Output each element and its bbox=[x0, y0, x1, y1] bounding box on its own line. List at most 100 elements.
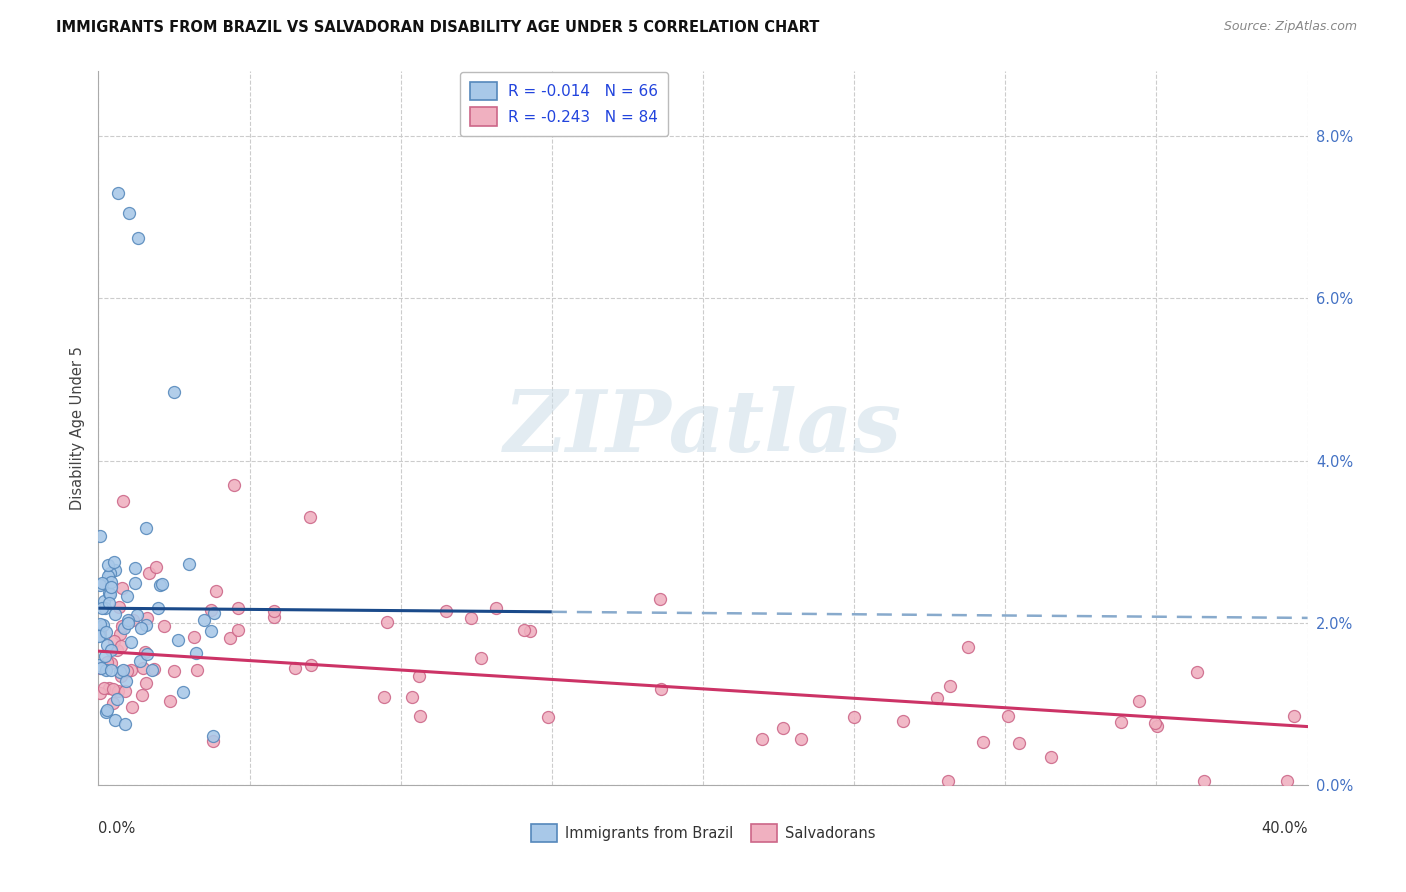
Point bbox=[842, 710, 865, 724]
Point bbox=[401, 690, 423, 705]
Point bbox=[115, 664, 138, 678]
Point bbox=[93, 593, 115, 607]
Point bbox=[891, 714, 914, 728]
Point bbox=[104, 713, 127, 727]
Point bbox=[101, 696, 124, 710]
Point bbox=[111, 663, 134, 677]
Point bbox=[162, 664, 184, 678]
Point bbox=[1185, 665, 1208, 680]
Point bbox=[138, 566, 160, 580]
Point bbox=[1109, 714, 1132, 729]
Point bbox=[789, 731, 811, 746]
Point bbox=[103, 555, 125, 569]
Point bbox=[129, 654, 152, 668]
Point bbox=[100, 580, 122, 594]
Point bbox=[136, 611, 159, 625]
Point bbox=[93, 681, 115, 696]
Point bbox=[150, 577, 173, 591]
Point bbox=[89, 660, 111, 674]
Point bbox=[125, 607, 148, 622]
Point bbox=[96, 625, 118, 640]
Point bbox=[112, 621, 135, 635]
Point bbox=[100, 587, 122, 601]
Point bbox=[97, 596, 120, 610]
Point bbox=[460, 610, 482, 624]
Point bbox=[89, 658, 111, 673]
Point bbox=[172, 684, 194, 698]
Point bbox=[186, 663, 208, 677]
Point bbox=[193, 613, 215, 627]
Point bbox=[114, 717, 136, 731]
Point bbox=[108, 626, 131, 640]
Point bbox=[226, 623, 249, 637]
Point bbox=[94, 649, 117, 664]
Point bbox=[226, 601, 249, 615]
Point bbox=[470, 651, 492, 665]
Point bbox=[117, 615, 139, 630]
Point bbox=[148, 577, 170, 591]
Point bbox=[89, 686, 111, 700]
Point bbox=[104, 607, 127, 621]
Point bbox=[121, 699, 143, 714]
Point bbox=[202, 733, 225, 747]
Point bbox=[1128, 694, 1150, 708]
Point bbox=[97, 558, 120, 573]
Point bbox=[1039, 749, 1062, 764]
Legend: Immigrants from Brazil, Salvadorans: Immigrants from Brazil, Salvadorans bbox=[523, 817, 883, 849]
Point bbox=[118, 206, 141, 220]
Y-axis label: Disability Age Under 5: Disability Age Under 5 bbox=[69, 346, 84, 510]
Point bbox=[650, 682, 672, 697]
Point bbox=[104, 563, 127, 577]
Point bbox=[120, 663, 142, 677]
Point bbox=[127, 230, 149, 244]
Point bbox=[91, 576, 114, 591]
Point bbox=[299, 510, 322, 524]
Point bbox=[537, 710, 560, 724]
Point bbox=[132, 660, 155, 674]
Point bbox=[111, 619, 134, 633]
Point bbox=[153, 619, 176, 633]
Point bbox=[111, 581, 134, 595]
Point bbox=[131, 688, 153, 702]
Point bbox=[135, 647, 157, 661]
Point bbox=[202, 606, 225, 620]
Point bbox=[201, 729, 224, 743]
Point bbox=[94, 706, 117, 720]
Point bbox=[200, 603, 222, 617]
Point bbox=[1284, 709, 1306, 723]
Point bbox=[89, 616, 111, 631]
Point bbox=[89, 529, 111, 543]
Point bbox=[1275, 773, 1298, 788]
Point bbox=[115, 674, 138, 689]
Point bbox=[650, 592, 672, 607]
Point bbox=[110, 639, 132, 653]
Point bbox=[124, 576, 146, 591]
Point bbox=[1008, 736, 1031, 750]
Text: IMMIGRANTS FROM BRAZIL VS SALVADORAN DISABILITY AGE UNDER 5 CORRELATION CHART: IMMIGRANTS FROM BRAZIL VS SALVADORAN DIS… bbox=[56, 20, 820, 35]
Point bbox=[263, 610, 285, 624]
Point bbox=[408, 708, 430, 723]
Point bbox=[375, 615, 398, 629]
Point bbox=[204, 584, 226, 599]
Point bbox=[751, 732, 773, 747]
Point bbox=[925, 690, 948, 705]
Point bbox=[98, 585, 121, 599]
Point bbox=[485, 600, 508, 615]
Point bbox=[91, 618, 114, 632]
Point bbox=[97, 569, 120, 583]
Point bbox=[89, 629, 111, 643]
Point bbox=[186, 646, 208, 660]
Point bbox=[96, 703, 118, 717]
Point bbox=[100, 656, 122, 670]
Point bbox=[94, 663, 117, 677]
Point bbox=[96, 656, 118, 670]
Point bbox=[114, 683, 136, 698]
Point bbox=[163, 384, 186, 399]
Point bbox=[299, 657, 322, 672]
Point bbox=[98, 566, 121, 581]
Point bbox=[89, 628, 111, 642]
Point bbox=[89, 578, 111, 592]
Point bbox=[129, 621, 152, 635]
Point bbox=[997, 708, 1019, 723]
Point bbox=[90, 601, 112, 615]
